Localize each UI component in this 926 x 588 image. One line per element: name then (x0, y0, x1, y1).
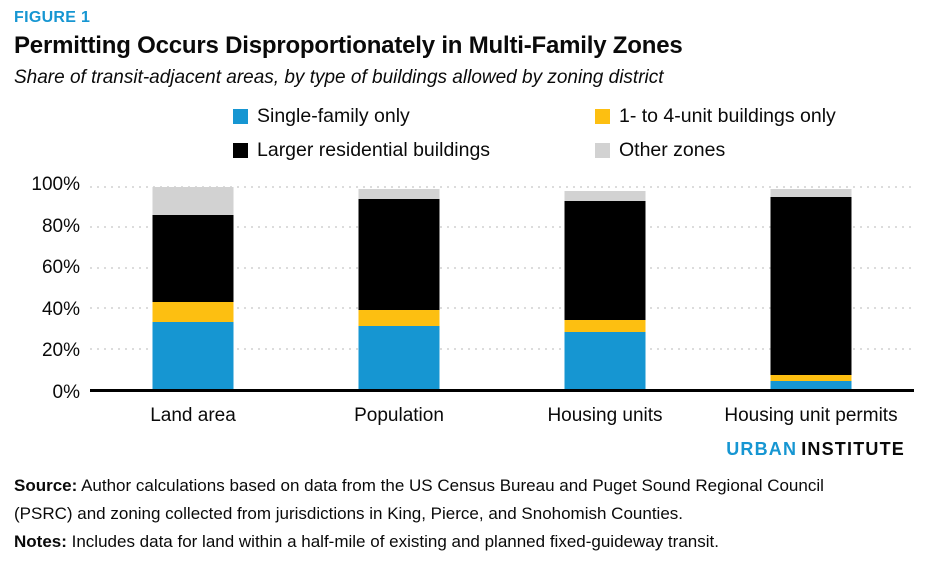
figure-label: FIGURE 1 (14, 9, 91, 26)
x-label: Land area (150, 405, 236, 426)
legend-swatch-icon (595, 109, 610, 124)
legend-label: Single-family only (257, 105, 410, 127)
bar-segment (564, 191, 646, 202)
legend-swatch-icon (233, 109, 248, 124)
bar-slot (708, 187, 914, 389)
bar-segment (564, 332, 646, 389)
bar-slot (296, 187, 502, 389)
legend-item-3: Other zones (595, 139, 914, 162)
bar-segment (358, 189, 440, 200)
legend: Single-family only 1- to 4-unit buildings… (233, 105, 914, 162)
source-line: Source: Author calculations based on dat… (14, 472, 844, 528)
bar-slot (502, 187, 708, 389)
plot-area (90, 186, 914, 392)
y-tick-label: 100% (31, 174, 80, 195)
branding: URBAN INSTITUTE (14, 439, 914, 460)
legend-swatch-icon (595, 143, 610, 158)
notes-text: Includes data for land within a half-mil… (66, 532, 719, 551)
bar-segment (770, 380, 852, 389)
gridline (90, 307, 914, 310)
bar-housing-unit-permits (770, 187, 852, 389)
bar-segment (152, 302, 234, 323)
bar-segment (358, 310, 440, 327)
x-label: Housing unit permits (724, 405, 898, 426)
notes-label: Notes: (14, 532, 67, 551)
bar-housing-units (564, 187, 646, 389)
legend-label: Larger residential buildings (257, 139, 491, 161)
source-label: Source: (14, 476, 78, 495)
bar-slot (90, 187, 296, 389)
bar-segment (152, 215, 234, 303)
legend-item-0: Single-family only (233, 105, 595, 128)
bar-segment (770, 197, 852, 375)
bar-segment (770, 374, 852, 381)
stacked-bar-chart: 0% 20% 40% 60% 80% 100% (14, 174, 914, 403)
bar-segment (358, 199, 440, 311)
page-title: Permitting Occurs Disproportionately in … (14, 32, 683, 59)
bar-segment (358, 326, 440, 389)
legend-item-1: 1- to 4-unit buildings only (595, 105, 914, 128)
source-text: Author calculations based on data from t… (14, 476, 824, 523)
y-axis: 0% 20% 40% 60% 80% 100% (14, 174, 90, 403)
y-tick-label: 60% (41, 257, 80, 279)
bar-land-area (152, 187, 234, 389)
gridline (90, 266, 914, 269)
notes-line: Notes: Includes data for land within a h… (14, 528, 844, 556)
bar-segment (152, 322, 234, 389)
bar-population (358, 187, 440, 389)
x-label: Housing units (547, 405, 663, 426)
brand-urban: URBAN (726, 439, 798, 459)
y-tick-label: 40% (41, 298, 80, 320)
bar-segment (564, 201, 646, 321)
legend-item-2: Larger residential buildings (233, 139, 595, 162)
x-label: Population (354, 405, 444, 426)
bar-segment (770, 189, 852, 198)
y-tick-label: 80% (41, 215, 80, 237)
page-subtitle: Share of transit-adjacent areas, by type… (14, 67, 664, 88)
x-axis-labels: Land area Population Housing units Housing … (90, 405, 914, 427)
footnotes: Source: Author calculations based on dat… (14, 472, 844, 556)
gridline (90, 226, 914, 229)
legend-swatch-icon (233, 143, 248, 158)
y-tick-label: 0% (52, 382, 80, 403)
bar-segment (564, 320, 646, 333)
bar-segment (152, 187, 234, 216)
y-tick-label: 20% (41, 340, 80, 362)
brand-institute: INSTITUTE (801, 439, 905, 459)
legend-label: 1- to 4-unit buildings only (619, 105, 836, 127)
gridline (90, 186, 914, 188)
legend-label: Other zones (619, 139, 726, 161)
gridline (90, 347, 914, 350)
bars-row (90, 187, 914, 389)
